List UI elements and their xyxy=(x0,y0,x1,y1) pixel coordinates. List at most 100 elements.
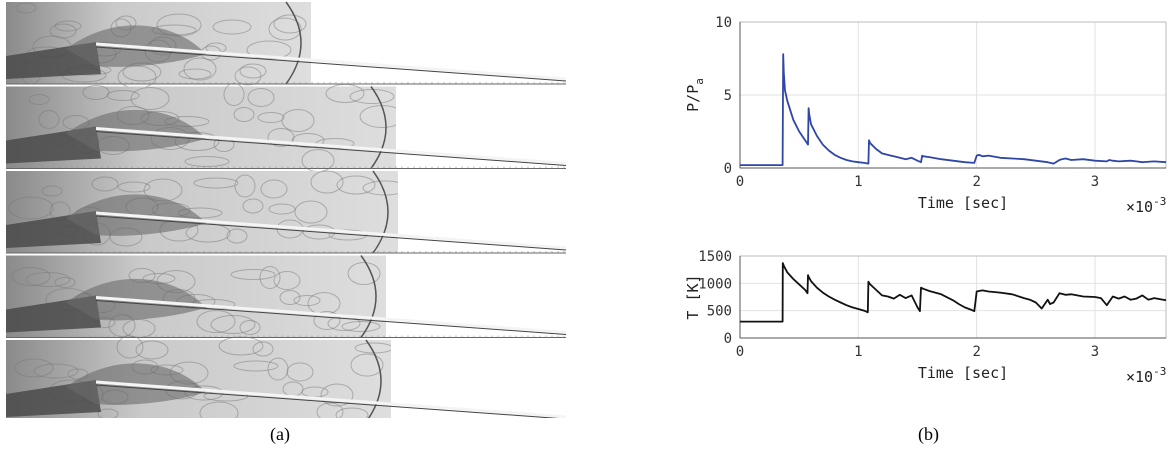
flow-structure xyxy=(239,320,261,335)
wedge-plate xyxy=(95,42,567,81)
x-tick-label: 0 xyxy=(736,344,744,360)
x-tick-label: 1 xyxy=(854,344,862,360)
flow-structure xyxy=(193,177,239,189)
x-tick-label: 3 xyxy=(1091,344,1099,360)
y-tick-label: 500 xyxy=(707,304,732,320)
shock-front xyxy=(365,339,382,423)
schlieren-frame xyxy=(5,255,567,338)
x-axis-multiplier: ×10-3 xyxy=(1126,195,1166,216)
x-axis-multiplier-exponent: -3 xyxy=(1153,195,1166,208)
flow-structure xyxy=(341,321,381,332)
schlieren-frames xyxy=(5,1,567,425)
schlieren-image-sequence xyxy=(5,0,567,425)
flow-structure xyxy=(286,362,314,382)
flow-structure xyxy=(233,360,279,372)
flow-structure xyxy=(33,363,79,379)
flow-structure xyxy=(196,310,236,333)
flow-structure xyxy=(116,335,144,359)
flow-structure xyxy=(11,267,51,286)
flow-structure xyxy=(260,179,288,199)
plots-svg: 0 1 2 3 0 5 10 Time [sec] ×10-3 P/Pa 0 1 2 3 0 500 1000… xyxy=(684,15,1167,386)
time-history-plots: 0 1 2 3 0 5 10 Time [sec] ×10-3 P/Pa 0 1 2 3 0 500 1000… xyxy=(680,0,1172,418)
y-tick-label: 5 xyxy=(724,88,732,104)
flow-structure xyxy=(117,181,151,193)
x-tick-label: 3 xyxy=(1091,174,1099,190)
y-axis-label-subscript: a xyxy=(693,78,706,85)
flow-structure xyxy=(233,107,255,122)
flow-structure xyxy=(218,336,264,356)
flow-structure xyxy=(268,203,296,215)
shock-front xyxy=(360,255,377,338)
flow-structure xyxy=(247,88,275,107)
x-axis-label: Time [sec] xyxy=(918,194,1008,212)
flow-structure xyxy=(257,112,285,123)
flow-structure xyxy=(41,185,63,197)
y-axis-label: P/Pa xyxy=(684,78,706,112)
flow-structure xyxy=(106,90,140,101)
x-tick-label: 1 xyxy=(854,174,862,190)
panel-a-caption: (a) xyxy=(270,424,290,444)
panel-b-caption: (b) xyxy=(918,424,939,444)
flow-structure xyxy=(210,315,256,334)
plot-frame xyxy=(739,255,1167,339)
flow-structure xyxy=(259,266,281,289)
flow-structure xyxy=(294,200,328,224)
wedge-plate xyxy=(95,211,567,250)
shock-front xyxy=(285,1,302,85)
flow-structure xyxy=(268,17,302,41)
flow-structure xyxy=(8,196,54,220)
wedge-plate-edge xyxy=(95,46,567,82)
flow-structure xyxy=(38,110,60,129)
flow-structure xyxy=(252,341,274,357)
x-tick-label: 2 xyxy=(972,344,980,360)
schlieren-frame xyxy=(5,83,567,172)
flow-structure xyxy=(347,262,381,285)
flow-structure xyxy=(91,176,119,192)
flow-structure xyxy=(230,269,276,280)
flow-structure xyxy=(320,383,354,407)
flow-structure xyxy=(14,358,54,378)
flow-structure xyxy=(223,83,245,106)
flow-structure xyxy=(273,271,301,290)
flow-structure xyxy=(239,63,267,79)
wedge-plate xyxy=(95,127,567,165)
flow-structure xyxy=(293,295,321,306)
flow-structure xyxy=(242,198,264,214)
flow-structure xyxy=(184,156,230,167)
flow-structure xyxy=(54,20,82,32)
flow-structure xyxy=(212,19,252,35)
wedge-plate-edge xyxy=(95,215,567,251)
flow-structure xyxy=(267,128,295,147)
flow-structure xyxy=(336,175,376,195)
flow-structure xyxy=(15,2,37,14)
y-tick-label: 0 xyxy=(724,161,732,177)
shock-front xyxy=(372,170,389,254)
flow-structure xyxy=(279,290,301,305)
x-tick-label: 2 xyxy=(972,174,980,190)
pressure-plot: 0 1 2 3 0 5 10 Time [sec] ×10-3 P/Pa xyxy=(684,15,1167,216)
flow-structure xyxy=(328,229,368,241)
shock-front xyxy=(370,86,387,169)
flow-structure xyxy=(54,277,76,288)
y-tick-label: 1000 xyxy=(698,276,732,292)
x-axis-multiplier-exponent: -3 xyxy=(1153,365,1166,378)
flow-structure xyxy=(183,57,217,81)
wedge-plate-edge xyxy=(95,131,567,166)
wedge-plate xyxy=(95,380,567,419)
wedge-plate-edge xyxy=(95,300,567,335)
flow-structure xyxy=(130,87,170,110)
wedge-plate xyxy=(95,296,567,334)
x-tick-label: 0 xyxy=(736,174,744,190)
y-tick-label: 10 xyxy=(715,15,732,31)
flow-structure xyxy=(28,94,50,105)
flow-structure xyxy=(82,85,110,100)
flow-structure xyxy=(267,357,289,381)
schlieren-frame xyxy=(5,170,567,254)
temperature-series-line xyxy=(740,262,1167,323)
y-tick-label: 0 xyxy=(724,331,732,347)
flow-structure xyxy=(349,89,395,104)
y-axis-label: T [K] xyxy=(684,274,702,319)
schlieren-frame xyxy=(5,1,567,89)
flow-structure xyxy=(350,353,384,377)
x-axis-multiplier: ×10-3 xyxy=(1126,365,1166,386)
